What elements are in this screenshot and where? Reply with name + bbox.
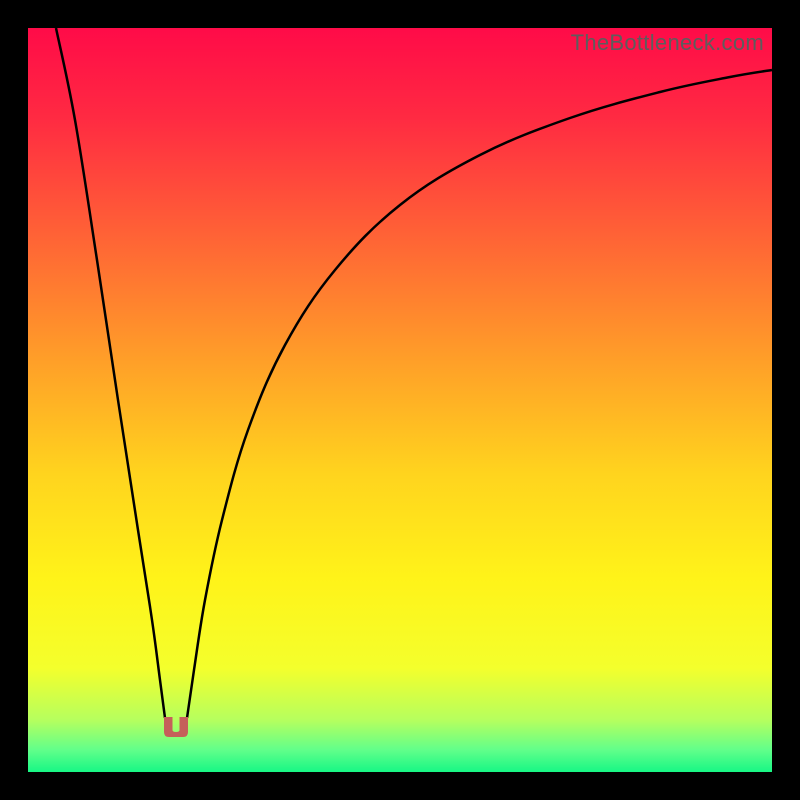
bottleneck-curve [0, 0, 800, 800]
curve-right-branch [187, 70, 772, 718]
curve-dip-marker [165, 718, 187, 736]
attribution-text: TheBottleneck.com [571, 28, 772, 56]
curve-left-branch [56, 28, 165, 718]
chart-frame: TheBottleneck.com [0, 0, 800, 800]
